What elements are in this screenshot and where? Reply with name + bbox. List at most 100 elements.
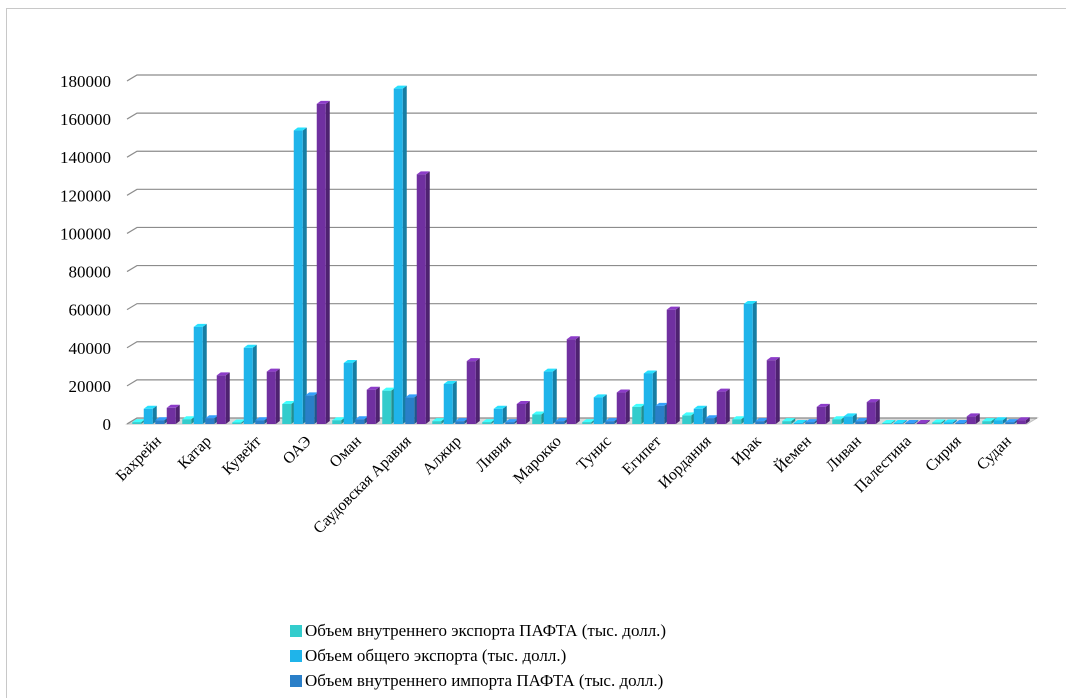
bar-side: [175, 404, 180, 424]
bar-side: [1025, 417, 1030, 424]
bar-side: [352, 360, 357, 424]
bar: [316, 100, 330, 424]
bar-front: [866, 402, 876, 424]
bar-front: [782, 421, 792, 424]
bar-top: [493, 405, 507, 409]
gridline: [126, 226, 1037, 234]
legend-label: Объем общего экспорта (тыс. долл.): [305, 645, 567, 665]
bar-group: [432, 358, 480, 424]
bar-side: [625, 389, 630, 424]
bar-top: [632, 403, 646, 407]
bar: [693, 405, 707, 424]
bar-side: [725, 388, 730, 424]
bar-front: [282, 403, 292, 424]
bar-front: [916, 423, 926, 424]
bar-top: [482, 419, 496, 423]
bar-top: [216, 372, 230, 376]
bar-front: [443, 383, 453, 424]
bar: [916, 420, 930, 424]
bar-front: [1005, 422, 1015, 424]
bar-top: [343, 360, 357, 364]
bar: [782, 418, 796, 424]
legend-swatch: [290, 649, 302, 662]
bar: [282, 400, 296, 424]
bar-top: [266, 368, 280, 372]
y-tick-label: 120000: [60, 186, 111, 205]
bar-top: [843, 413, 857, 417]
bar-chart: 0 20000 40000 60000 80000 100000 120000 140000 1…: [60, 72, 1039, 537]
bar-side: [525, 400, 530, 424]
bar-side: [802, 420, 807, 424]
gridline: [126, 303, 1037, 311]
bar: [166, 404, 180, 424]
bar-front: [566, 339, 576, 424]
bar-front: [305, 395, 315, 424]
bar-top: [666, 306, 680, 310]
y-tick-label: 80000: [69, 263, 112, 282]
bar-side: [302, 127, 307, 425]
bar-top: [566, 336, 580, 340]
bar-side: [775, 357, 780, 424]
bar-top: [966, 413, 980, 417]
bar: [443, 380, 457, 424]
bar-front: [555, 421, 565, 424]
bar-top: [416, 171, 430, 175]
bar: [493, 405, 507, 424]
bar-top: [782, 418, 796, 422]
legend-label: Объем внутреннего импорта ПАФТА (тыс. до…: [305, 670, 664, 690]
bar-top: [832, 416, 846, 420]
y-tick-label: 60000: [69, 301, 112, 320]
bar-front: [982, 421, 992, 424]
gridline: [126, 150, 1037, 158]
bar-group: [582, 389, 630, 424]
bar: [743, 300, 757, 424]
bar-side: [252, 344, 257, 424]
bar: [766, 357, 780, 424]
bar: [1016, 417, 1030, 424]
bar-front: [243, 347, 253, 424]
bar-top: [705, 415, 719, 419]
bar-top: [532, 411, 546, 415]
bar: [193, 323, 207, 424]
x-tick-label: Ливан: [823, 432, 865, 474]
bar-side: [275, 368, 280, 424]
bar-front: [682, 415, 692, 424]
bar-group: [982, 417, 1030, 424]
bar-front: [905, 423, 915, 424]
bar: [532, 411, 546, 424]
bar: [293, 127, 307, 425]
bar-top: [755, 418, 769, 422]
bar-top: [166, 404, 180, 408]
bar: [966, 413, 980, 424]
bar: [566, 336, 580, 424]
bar-front: [1016, 420, 1026, 424]
bar-top: [393, 85, 407, 89]
x-tick-label: Катар: [175, 433, 215, 473]
bar-side: [225, 372, 230, 424]
bar-front: [182, 419, 192, 424]
x-tick-label: Бахрейн: [113, 432, 165, 484]
bar-top: [332, 417, 346, 421]
bar: [343, 360, 357, 424]
x-tick-label: Алжир: [419, 433, 464, 478]
bar-front: [766, 360, 776, 424]
bar-top: [505, 419, 519, 423]
bar: [593, 394, 607, 424]
bar: [382, 387, 396, 424]
bar-side: [675, 306, 680, 424]
bar-front: [455, 421, 465, 424]
y-tick-label: 180000: [60, 72, 111, 91]
bar-top: [743, 300, 757, 304]
bar-front: [155, 420, 165, 424]
bar-top: [655, 402, 669, 406]
bar-side: [875, 399, 880, 424]
bar-front: [493, 408, 503, 424]
bar: [932, 419, 946, 424]
bar-front: [655, 405, 665, 424]
x-tick-label: Сирия: [922, 432, 965, 475]
bar-top: [382, 387, 396, 391]
bar-top: [243, 344, 257, 348]
bar-front: [693, 408, 703, 424]
bar-front: [366, 389, 376, 424]
